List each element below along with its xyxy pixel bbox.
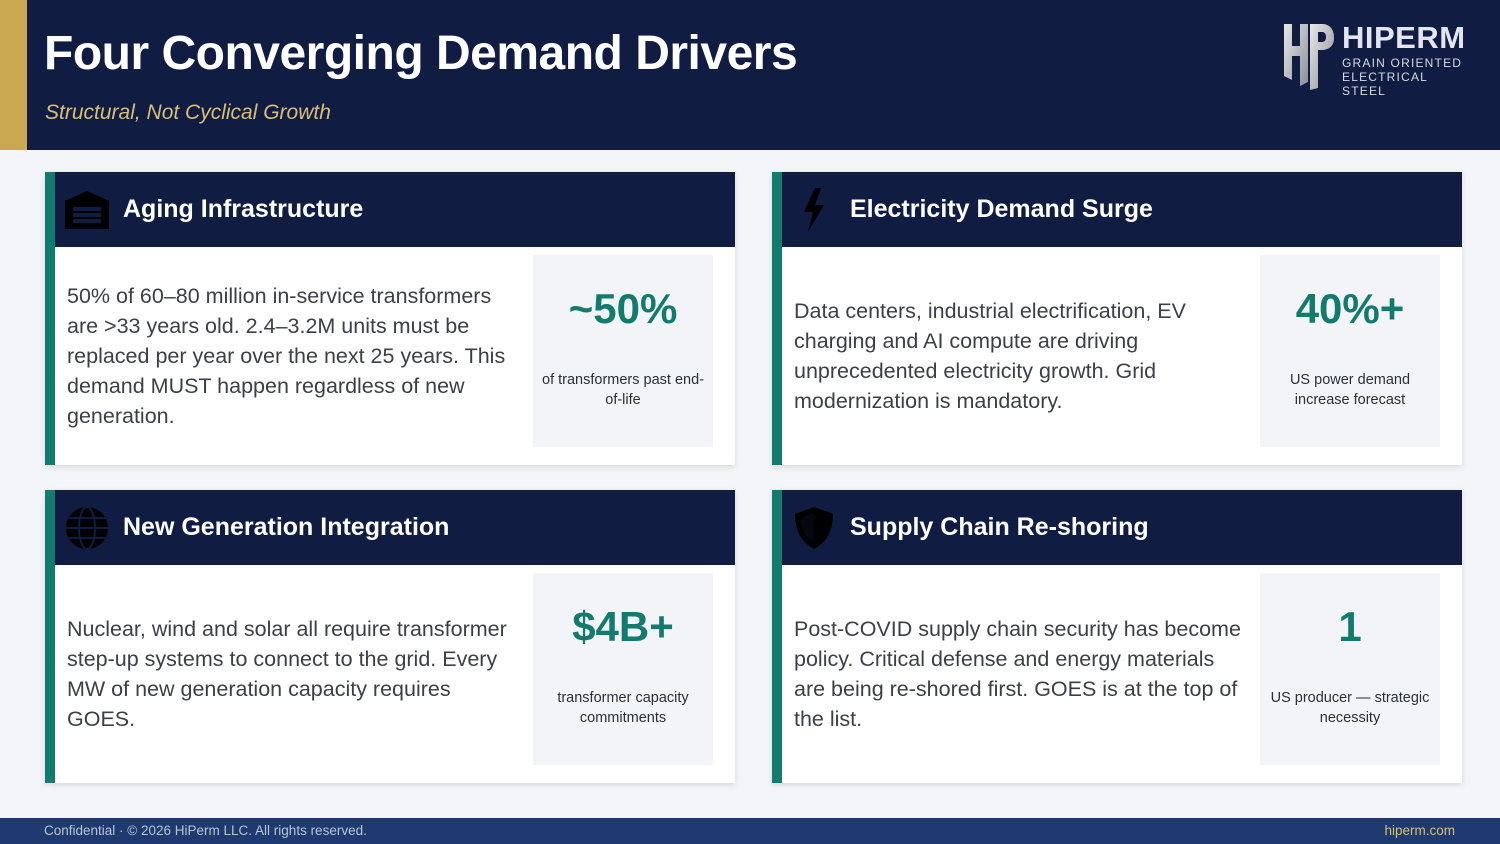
card-body: Data centers, industrial electrification… [794, 247, 1250, 465]
card-title: New Generation Integration [123, 513, 450, 541]
card-body-text: Data centers, industrial electrification… [794, 299, 1186, 413]
stat-value: 40%+ [1295, 285, 1405, 332]
footer-website-link[interactable]: hiperm.com [1384, 823, 1455, 838]
lightning-bolt-icon [804, 188, 824, 232]
logo-tagline-2: ELECTRICAL STEEL [1342, 70, 1428, 98]
card-aging-infrastructure: Aging Infrastructure 50% of 60–80 millio… [45, 172, 735, 465]
card-header: Electricity Demand Surge [782, 172, 1462, 247]
footer-copyright: Confidential · © 2026 HiPerm LLC. All ri… [44, 823, 367, 838]
card-body: Nuclear, wind and solar all require tran… [67, 565, 523, 783]
stat-value: 1 [1338, 603, 1362, 650]
stat-box: $4B+ transformer capacity commitments [533, 573, 713, 765]
stat-value: ~50% [568, 285, 678, 332]
card-title: Electricity Demand Surge [850, 195, 1153, 223]
slide-footer: Confidential · © 2026 HiPerm LLC. All ri… [0, 818, 1500, 844]
stat-value: $4B+ [572, 603, 674, 650]
logo-name: HIPERM [1342, 20, 1466, 55]
stat-label: of transformers past end-of-life [542, 372, 704, 408]
gold-accent-bar [0, 0, 27, 150]
stat-label: US producer — strategic necessity [1270, 690, 1430, 726]
card-body: 50% of 60–80 million in-service transfor… [67, 247, 523, 465]
stat-box: 1 US producer — strategic necessity [1260, 573, 1440, 765]
card-header: Supply Chain Re-shoring [782, 490, 1462, 565]
warehouse-icon [65, 191, 109, 229]
logo-tagline-1: GRAIN ORIENTED [1342, 56, 1463, 70]
slide-header: Four Converging Demand Drivers Structura… [0, 0, 1500, 150]
card-accent-bar [772, 172, 782, 465]
card-accent-bar [45, 172, 55, 465]
card-body-text: Nuclear, wind and solar all require tran… [67, 617, 507, 731]
hiperm-logo: HIPERM GRAIN ORIENTED ELECTRICAL STEEL [1280, 20, 1465, 98]
card-header: Aging Infrastructure [55, 172, 735, 247]
shield-icon [795, 507, 833, 549]
card-supply-chain-reshoring: Supply Chain Re-shoring Post-COVID suppl… [772, 490, 1462, 783]
card-body-text: Post-COVID supply chain security has bec… [794, 617, 1241, 731]
hps-monogram-icon [1284, 24, 1334, 90]
stat-label: transformer capacity commitments [557, 690, 689, 726]
stat-label: US power demand increase forecast [1289, 372, 1411, 408]
card-accent-bar [772, 490, 782, 783]
globe-icon [66, 506, 108, 550]
card-accent-bar [45, 490, 55, 783]
card-electricity-demand-surge: Electricity Demand Surge Data centers, i… [772, 172, 1462, 465]
page-subtitle: Structural, Not Cyclical Growth [45, 101, 331, 124]
card-new-generation-integration: New Generation Integration Nuclear, wind… [45, 490, 735, 783]
card-title: Supply Chain Re-shoring [850, 513, 1149, 541]
page-title: Four Converging Demand Drivers [44, 27, 798, 80]
card-title: Aging Infrastructure [123, 195, 364, 223]
card-body: Post-COVID supply chain security has bec… [794, 565, 1250, 783]
stat-box: ~50% of transformers past end-of-life [533, 255, 713, 447]
card-header: New Generation Integration [55, 490, 735, 565]
card-body-text: 50% of 60–80 million in-service transfor… [67, 284, 506, 428]
stat-box: 40%+ US power demand increase forecast [1260, 255, 1440, 447]
